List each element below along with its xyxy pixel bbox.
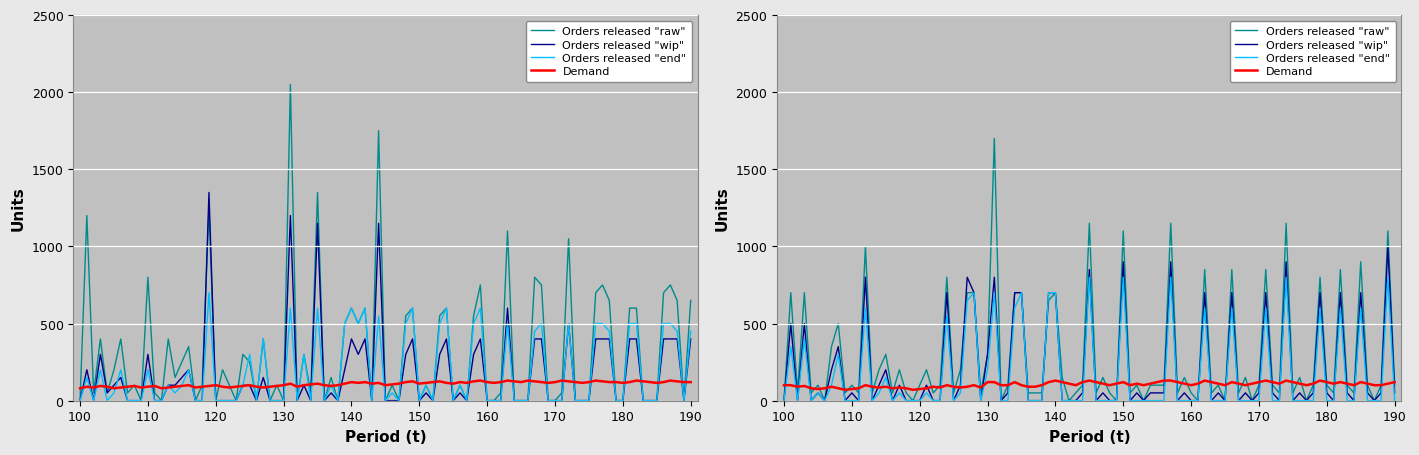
Line: Demand: Demand bbox=[783, 381, 1395, 390]
Orders released "wip" bbox=[1379, 244, 1396, 250]
Orders released "wip" bbox=[146, 398, 163, 404]
Orders released "end" bbox=[200, 290, 217, 296]
Orders released "end" bbox=[1298, 398, 1315, 404]
Orders released "raw" bbox=[282, 83, 299, 88]
Line: Orders released "raw": Orders released "raw" bbox=[79, 86, 691, 401]
Line: Orders released "end": Orders released "end" bbox=[783, 278, 1395, 401]
Orders released "raw" bbox=[146, 390, 163, 396]
Orders released "raw" bbox=[214, 367, 231, 373]
Orders released "end" bbox=[146, 398, 163, 404]
Orders released "end" bbox=[668, 329, 685, 334]
Orders released "wip" bbox=[1372, 390, 1389, 396]
Orders released "wip" bbox=[668, 336, 685, 342]
Demand bbox=[1379, 381, 1396, 387]
Orders released "raw" bbox=[931, 383, 948, 388]
Orders released "end" bbox=[931, 398, 948, 404]
Y-axis label: Units: Units bbox=[11, 186, 26, 231]
Orders released "raw" bbox=[986, 136, 1003, 142]
Demand bbox=[227, 384, 244, 389]
Orders released "end" bbox=[595, 321, 612, 327]
Orders released "end" bbox=[234, 383, 251, 388]
Demand bbox=[71, 386, 88, 391]
Orders released "end" bbox=[221, 398, 238, 404]
Line: Orders released "end": Orders released "end" bbox=[79, 293, 691, 401]
Demand bbox=[1142, 381, 1159, 387]
Orders released "wip" bbox=[71, 398, 88, 404]
Orders released "wip" bbox=[221, 398, 238, 404]
Demand bbox=[775, 383, 792, 388]
Orders released "wip" bbox=[931, 398, 948, 404]
Orders released "wip" bbox=[775, 398, 792, 404]
Orders released "raw" bbox=[71, 398, 88, 404]
X-axis label: Period (t): Period (t) bbox=[1049, 429, 1130, 444]
X-axis label: Period (t): Period (t) bbox=[345, 429, 426, 444]
Demand bbox=[668, 379, 685, 384]
Line: Orders released "raw": Orders released "raw" bbox=[783, 139, 1395, 401]
Line: Demand: Demand bbox=[79, 381, 691, 389]
Legend: Orders released "raw", Orders released "wip", Orders released "end", Demand: Orders released "raw", Orders released "… bbox=[525, 22, 692, 83]
Orders released "wip" bbox=[1386, 390, 1403, 396]
Orders released "end" bbox=[1379, 275, 1396, 280]
Orders released "wip" bbox=[595, 336, 612, 342]
Demand bbox=[1386, 379, 1403, 385]
Orders released "end" bbox=[683, 329, 700, 334]
Demand bbox=[214, 384, 231, 389]
Orders released "end" bbox=[71, 398, 88, 404]
Demand bbox=[857, 383, 874, 388]
Orders released "wip" bbox=[200, 190, 217, 196]
Line: Orders released "wip": Orders released "wip" bbox=[79, 193, 691, 401]
Orders released "raw" bbox=[775, 398, 792, 404]
Orders released "wip" bbox=[234, 383, 251, 388]
Orders released "raw" bbox=[675, 398, 692, 404]
Orders released "end" bbox=[1372, 398, 1389, 404]
Orders released "raw" bbox=[918, 367, 935, 373]
Orders released "raw" bbox=[1379, 229, 1396, 234]
Orders released "end" bbox=[918, 390, 935, 396]
Orders released "end" bbox=[675, 398, 692, 404]
Orders released "wip" bbox=[1291, 390, 1308, 396]
Orders released "end" bbox=[1386, 398, 1403, 404]
Orders released "raw" bbox=[1298, 398, 1315, 404]
Demand bbox=[146, 384, 163, 389]
Orders released "wip" bbox=[850, 398, 867, 404]
Orders released "raw" bbox=[850, 390, 867, 396]
Demand bbox=[837, 387, 854, 393]
Orders released "wip" bbox=[918, 383, 935, 388]
Y-axis label: Units: Units bbox=[715, 186, 729, 231]
Orders released "raw" bbox=[595, 283, 612, 288]
Demand bbox=[683, 379, 700, 385]
Line: Orders released "wip": Orders released "wip" bbox=[783, 247, 1395, 401]
Orders released "end" bbox=[775, 398, 792, 404]
Demand bbox=[938, 383, 955, 388]
Demand bbox=[925, 384, 942, 389]
Orders released "raw" bbox=[227, 398, 244, 404]
Demand bbox=[1047, 378, 1064, 384]
Legend: Orders released "raw", Orders released "wip", Orders released "end", Demand: Orders released "raw", Orders released "… bbox=[1230, 22, 1396, 83]
Orders released "wip" bbox=[683, 336, 700, 342]
Demand bbox=[675, 379, 692, 385]
Orders released "wip" bbox=[675, 398, 692, 404]
Orders released "raw" bbox=[683, 298, 700, 303]
Orders released "end" bbox=[850, 398, 867, 404]
Demand bbox=[1304, 381, 1321, 387]
Orders released "wip" bbox=[1366, 398, 1384, 404]
Orders released "raw" bbox=[1386, 383, 1403, 388]
Demand bbox=[473, 378, 490, 384]
Orders released "raw" bbox=[668, 298, 685, 303]
Orders released "raw" bbox=[1372, 383, 1389, 388]
Orders released "end" bbox=[1081, 275, 1098, 280]
Demand bbox=[595, 379, 612, 384]
